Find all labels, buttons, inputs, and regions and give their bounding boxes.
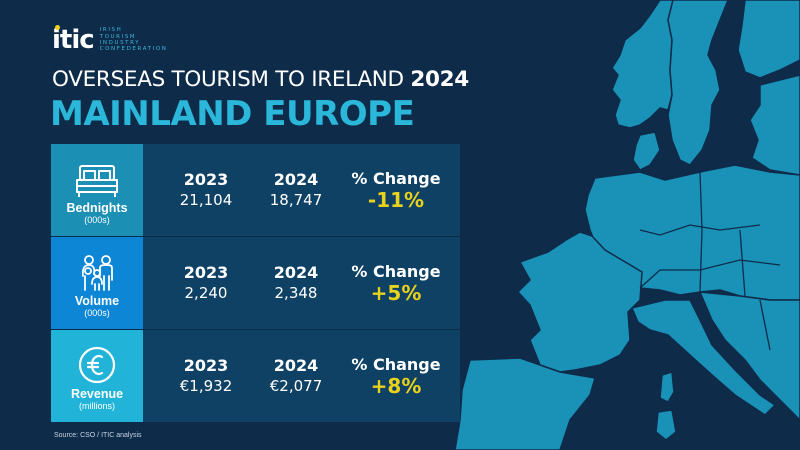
change-value: +8%	[370, 374, 422, 398]
page-title: OVERSEAS TOURISM TO IRELAND 2024	[52, 67, 469, 92]
change-label: % Change	[351, 355, 441, 374]
logo-mark: itic	[52, 25, 95, 55]
change-label: % Change	[351, 169, 441, 188]
metric-unit: (000s)	[84, 215, 110, 225]
table-row-revenue: Revenue (millions) 2023 €1,932 2024 €2,0…	[51, 330, 460, 422]
col-2023: 2023 €1,932	[161, 356, 251, 396]
year-value: 2,240	[184, 284, 228, 302]
year-value: 18,747	[269, 191, 323, 209]
data-cell: 2023 21,104 2024 18,747 % Change -11%	[143, 144, 460, 236]
bed-icon	[76, 165, 118, 197]
year-value: €1,932	[179, 377, 233, 395]
page-subtitle: MAINLAND EUROPE	[50, 94, 415, 134]
change-value: +5%	[370, 281, 422, 305]
col-change: % Change -11%	[341, 169, 451, 211]
logo-mark-text: itic	[52, 25, 95, 55]
logo-dot	[55, 25, 60, 30]
logo-line: INDUSTRY	[99, 40, 141, 46]
metric-label: Bednights	[66, 201, 128, 215]
metric-label: Revenue	[70, 387, 124, 401]
data-cell: 2023 2,240 2024 2,348 % Change +5%	[143, 237, 460, 329]
logo-line: IRISH	[99, 27, 123, 34]
logo-wordmark: IRISH TOURISM INDUSTRY CONFEDERATION	[100, 27, 168, 52]
col-2023: 2023 2,240	[161, 263, 251, 303]
metric-unit: (millions)	[79, 401, 115, 411]
year-value: 2,348	[274, 284, 318, 302]
logo-line: CONFEDERATION	[99, 46, 168, 53]
col-change: % Change +8%	[341, 355, 451, 397]
metric-cell-revenue: Revenue (millions)	[51, 330, 143, 422]
table-row-bednights: Bednights (000s) 2023 21,104 2024 18,747…	[51, 144, 460, 236]
metric-unit: (000s)	[84, 308, 110, 318]
col-2023: 2023 21,104	[161, 170, 251, 210]
year-label: 2024	[273, 356, 319, 375]
col-2024: 2024 2,348	[251, 263, 341, 303]
col-2024: 2024 18,747	[251, 170, 341, 210]
source-note: Source: CSO / ITIC analysis	[54, 432, 142, 439]
year-label: 2023	[183, 170, 229, 189]
title-year: 2024	[410, 67, 469, 92]
metric-cell-bednights: Bednights (000s)	[51, 144, 143, 236]
logo-line: TOURISM	[99, 33, 137, 40]
metric-cell-volume: Volume (000s)	[51, 237, 143, 329]
table-row-volume: Volume (000s) 2023 2,240 2024 2,348 % Ch…	[51, 237, 460, 329]
stats-table: Bednights (000s) 2023 21,104 2024 18,747…	[51, 144, 460, 423]
data-cell: 2023 €1,932 2024 €2,077 % Change +8%	[143, 330, 460, 422]
metric-label: Volume	[74, 294, 120, 308]
col-change: % Change +5%	[341, 262, 451, 304]
year-label: 2023	[183, 356, 229, 375]
itic-logo: itic IRISH TOURISM INDUSTRY CONFEDERATIO…	[52, 25, 168, 55]
change-value: -11%	[367, 188, 425, 212]
year-label: 2023	[183, 263, 229, 282]
change-label: % Change	[351, 262, 441, 281]
year-value: 21,104	[179, 191, 233, 209]
col-2024: 2024 €2,077	[251, 356, 341, 396]
title-prefix: OVERSEAS TOURISM TO IRELAND	[52, 67, 404, 92]
year-value: €2,077	[269, 377, 323, 395]
year-label: 2024	[273, 263, 319, 282]
year-label: 2024	[273, 170, 319, 189]
family-icon	[81, 255, 113, 291]
euro-icon	[78, 346, 116, 384]
